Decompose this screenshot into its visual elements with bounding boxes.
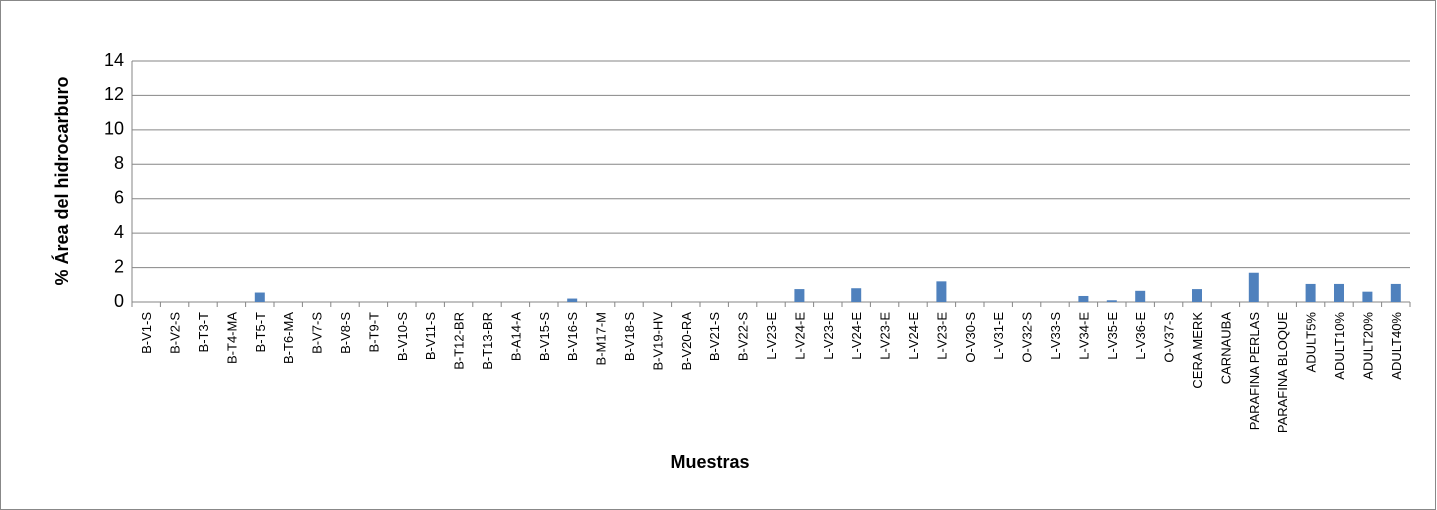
- x-tick-label: ADULT10%: [1332, 312, 1347, 380]
- y-tick-label: 0: [114, 291, 124, 311]
- x-tick-label: B-V19-HV: [650, 312, 665, 371]
- bar: [936, 281, 947, 302]
- x-tick-label: L-V36-E: [1133, 312, 1148, 360]
- x-tick-label: L-V33-S: [1048, 312, 1063, 360]
- x-tick-label: B-V18-S: [622, 312, 637, 361]
- bar: [1192, 289, 1202, 302]
- y-tick-label: 12: [104, 84, 124, 104]
- x-tick-label: B-M17-M: [594, 312, 609, 365]
- x-tick-label: B-T9-T: [366, 312, 381, 353]
- x-tick-label: B-A14-A: [508, 312, 523, 361]
- x-tick-label: L-V24-E: [792, 312, 807, 360]
- bar: [1305, 283, 1316, 302]
- x-tick-label: L-V24-E: [849, 312, 864, 360]
- x-tick-label: L-V34-E: [1076, 312, 1091, 360]
- x-tick-label: L-V31-E: [991, 312, 1006, 360]
- bar: [567, 298, 578, 302]
- x-tick-label: B-V2-S: [168, 312, 183, 354]
- bar: [1135, 290, 1146, 302]
- x-axis-title: Muestras: [670, 452, 749, 472]
- x-tick-label: L-V23-E: [764, 312, 779, 360]
- x-tick-label: B-V15-S: [537, 312, 552, 361]
- x-tick-label: O-V30-S: [963, 312, 978, 363]
- x-tick-label: B-T3-T: [196, 312, 211, 353]
- y-axis-title: % Área del hidrocarburo: [51, 76, 72, 285]
- y-tick-label: 10: [104, 119, 124, 139]
- x-tick-label: B-T5-T: [253, 312, 268, 353]
- x-tick-label: L-V24-E: [906, 312, 921, 360]
- x-tick-label: L-V35-E: [1105, 312, 1120, 360]
- x-tick-label: B-T4-MA: [224, 312, 239, 364]
- x-tick-label: B-V1-S: [139, 312, 154, 354]
- x-tick-label: B-V10-S: [395, 312, 410, 361]
- y-tick-label: 8: [114, 153, 124, 173]
- x-tick-label: ADULT5%: [1304, 312, 1319, 373]
- x-tick-label: L-V23-E: [878, 312, 893, 360]
- x-tick-label: CERA MERK: [1190, 312, 1205, 389]
- bar: [1362, 291, 1373, 302]
- x-tick-label: B-V21-S: [707, 312, 722, 361]
- bar: [794, 289, 805, 302]
- x-tick-label: PARAFINA PERLAS: [1247, 312, 1262, 431]
- bar: [1106, 300, 1117, 302]
- x-tick-label: B-T6-MA: [281, 312, 296, 364]
- x-tick-label: B-T12-BR: [452, 312, 467, 370]
- bar: [1334, 283, 1344, 302]
- x-tick-label: B-V11-S: [423, 312, 438, 360]
- bar: [1390, 283, 1401, 302]
- x-tick-label: L-V23-E: [821, 312, 836, 360]
- y-tick-label: 2: [114, 256, 124, 276]
- x-tick-label: ADULT40%: [1389, 312, 1404, 380]
- bar: [1248, 272, 1259, 302]
- x-tick-label: B-V20-RA: [679, 312, 694, 371]
- y-tick-label: 6: [114, 187, 124, 207]
- x-tick-label: B-V7-S: [310, 312, 325, 354]
- bar: [1078, 295, 1089, 302]
- x-tick-label: B-V16-S: [565, 312, 580, 361]
- x-tick-label: PARAFINA BLOQUE: [1275, 312, 1290, 433]
- x-tick-label: B-T13-BR: [480, 312, 495, 370]
- bar: [851, 288, 862, 302]
- x-tick-label: O-V32-S: [1020, 312, 1035, 363]
- x-tick-label: ADULT20%: [1360, 312, 1375, 380]
- x-tick-label: CARNAUBA: [1218, 312, 1233, 385]
- x-tick-label: B-V8-S: [338, 312, 353, 354]
- x-tick-label: O-V37-S: [1162, 312, 1177, 363]
- x-tick-label: B-V22-S: [736, 312, 751, 361]
- y-tick-label: 4: [114, 222, 124, 242]
- x-tick-label: L-V23-E: [934, 312, 949, 360]
- y-tick-label: 14: [104, 50, 124, 70]
- bar: [254, 292, 265, 302]
